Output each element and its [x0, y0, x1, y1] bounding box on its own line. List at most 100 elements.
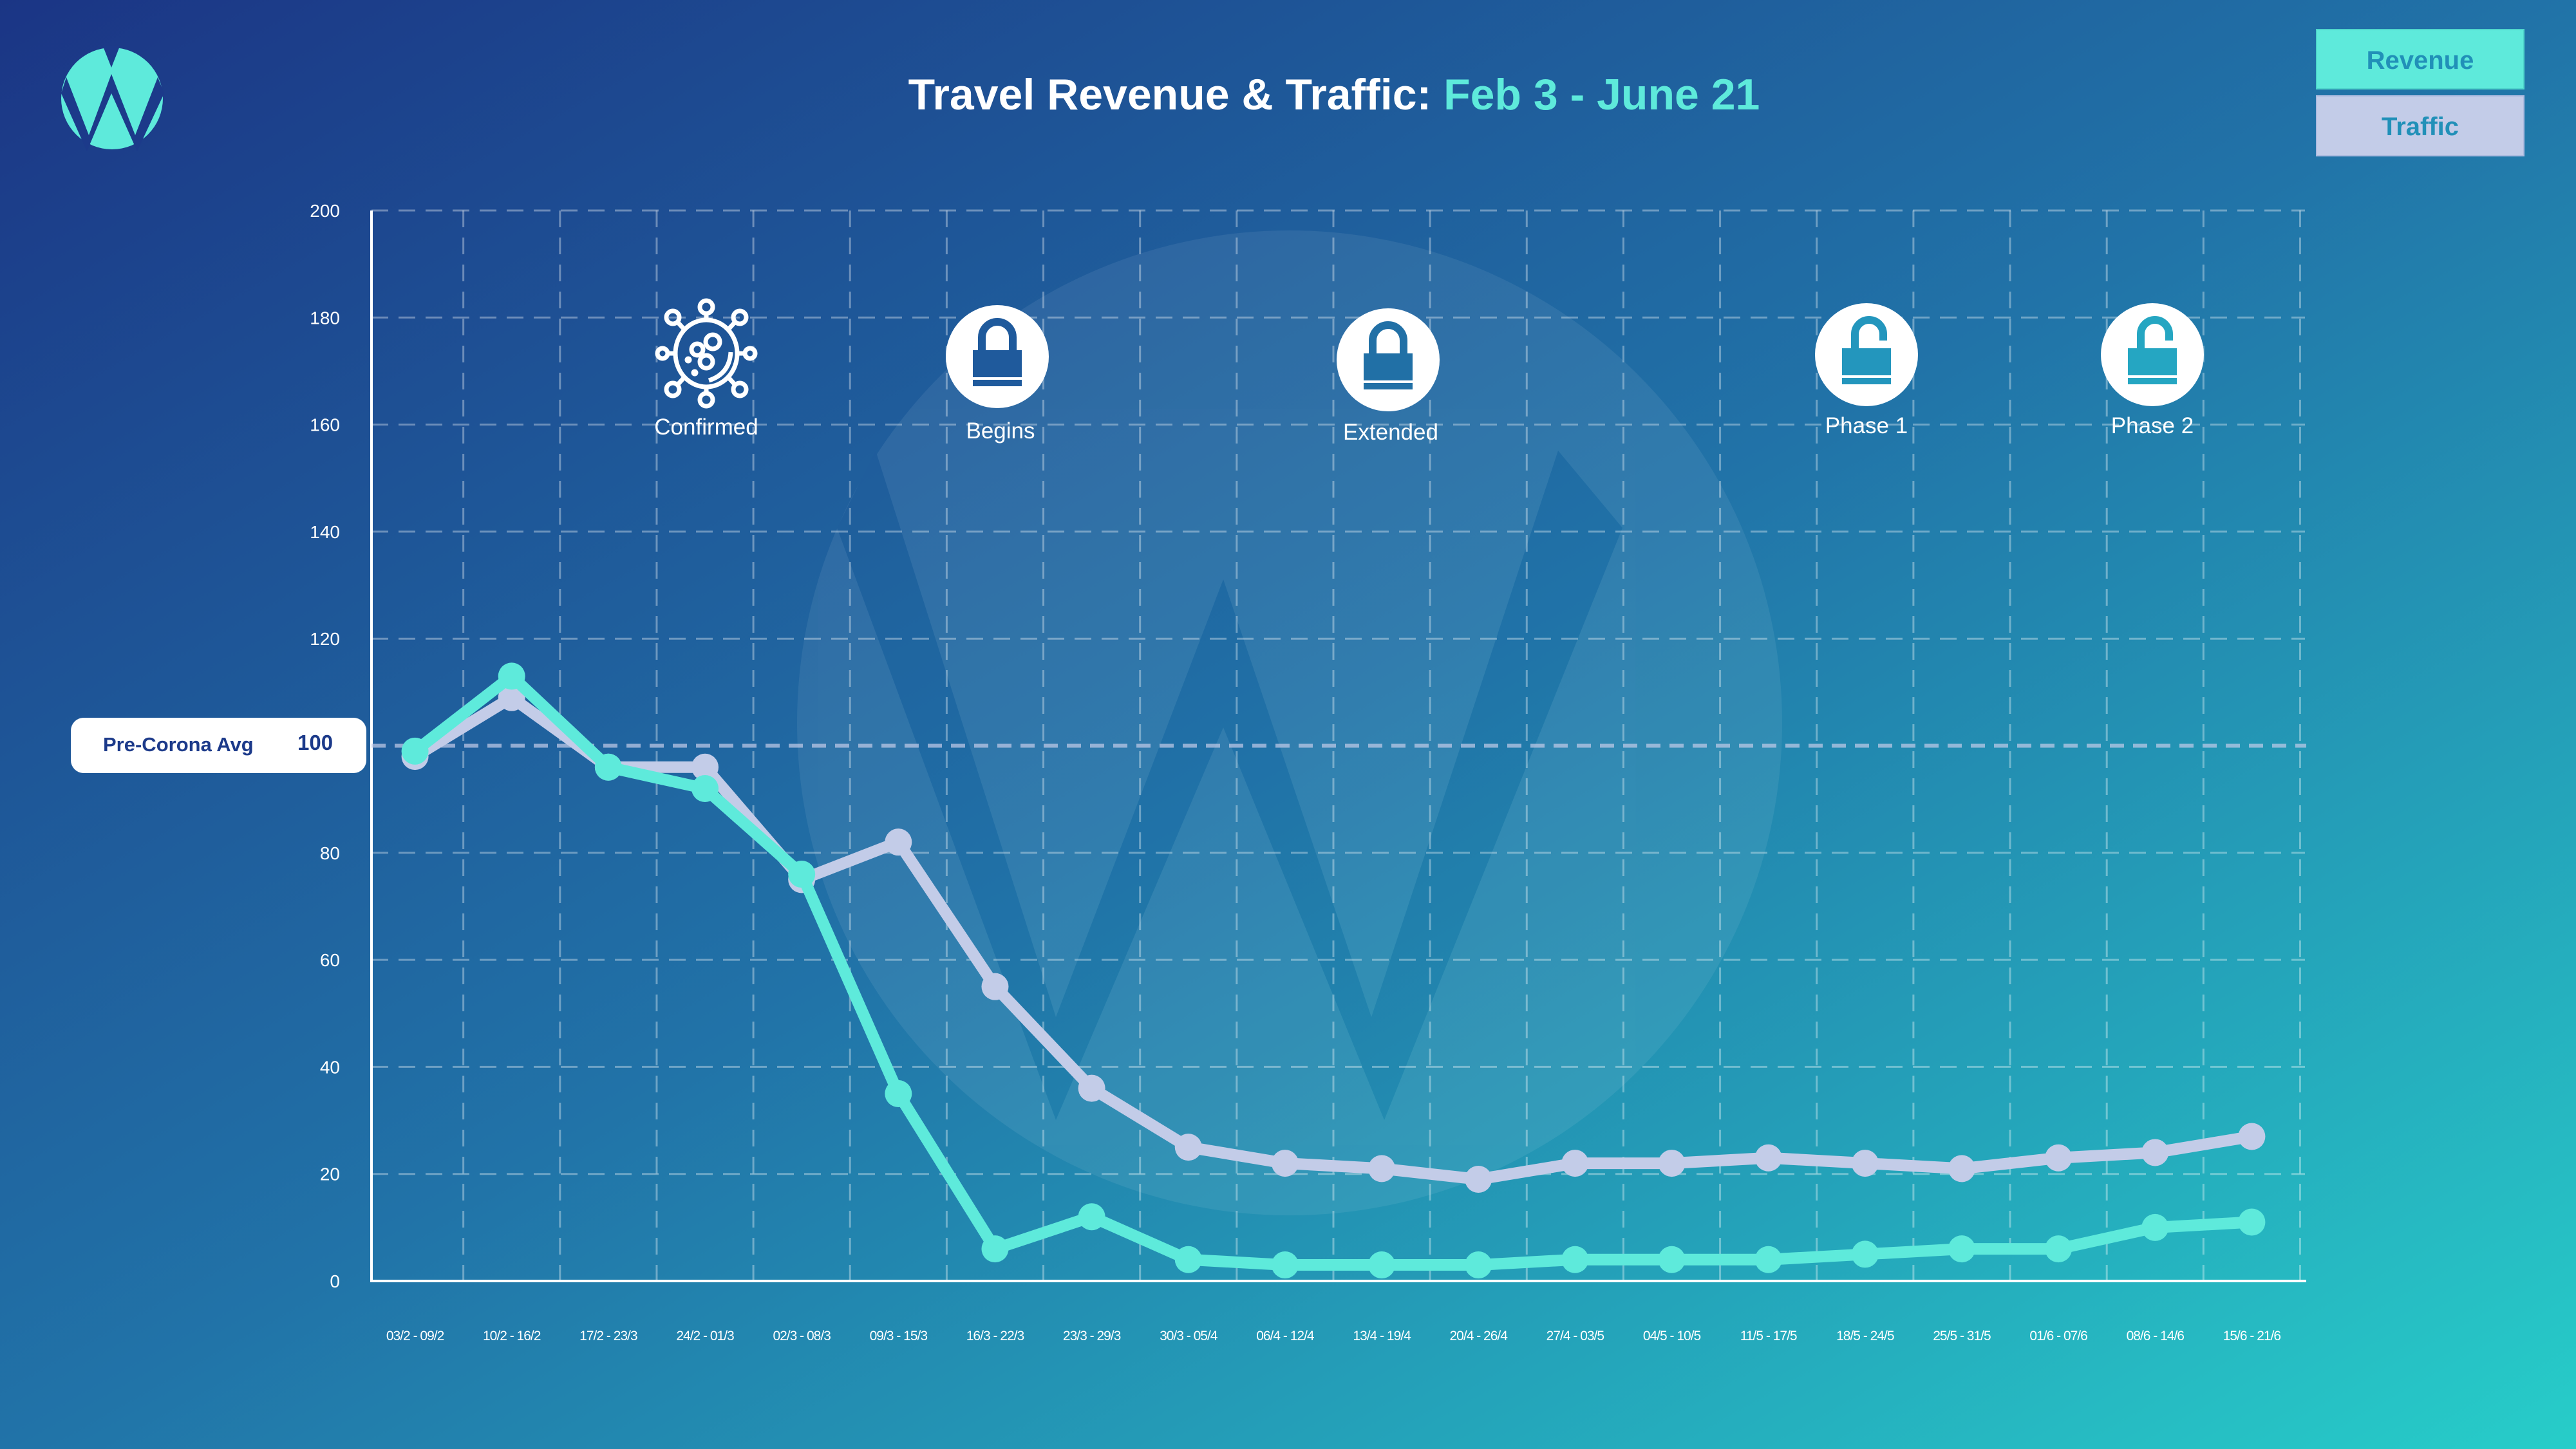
brand-logo [61, 46, 164, 151]
y-tick-label: 20 [320, 1164, 340, 1184]
data-point-revenue[interactable] [1851, 1240, 1879, 1268]
x-tick-label: 09/3 - 15/3 [870, 1329, 928, 1343]
y-tick-label: 140 [310, 522, 340, 542]
data-point-traffic[interactable] [691, 753, 719, 781]
event-label: Extended [1343, 420, 1438, 445]
event-confirmed: Confirmed [654, 298, 758, 440]
event-label: Begins [966, 418, 1035, 444]
data-point-revenue[interactable] [498, 662, 525, 690]
data-point-revenue[interactable] [691, 775, 719, 803]
data-point-traffic[interactable] [1948, 1155, 1975, 1183]
x-tick-label: 08/6 - 14/6 [2127, 1329, 2185, 1343]
data-point-traffic[interactable] [885, 828, 912, 856]
data-point-traffic[interactable] [1078, 1074, 1105, 1102]
y-tick-label: 60 [320, 950, 340, 970]
data-point-revenue[interactable] [1271, 1251, 1299, 1279]
data-point-revenue[interactable] [1078, 1203, 1105, 1231]
grid [371, 209, 2305, 1281]
data-point-traffic[interactable] [1754, 1144, 1782, 1172]
x-axis-ticks: 03/2 - 09/2 10/2 - 16/2 17/2 - 23/3 24/2 - … [386, 1329, 2282, 1343]
x-tick-label: 18/5 - 24/5 [1836, 1329, 1894, 1343]
data-point-traffic[interactable] [2238, 1123, 2266, 1150]
x-tick-label: 27/4 - 03/5 [1547, 1329, 1604, 1343]
event-label: Confirmed [654, 415, 758, 440]
data-point-traffic[interactable] [981, 973, 1009, 1000]
series-revenue [401, 662, 2266, 1279]
data-point-revenue[interactable] [1754, 1246, 1782, 1273]
series-line-revenue [411, 670, 2252, 1271]
data-point-revenue[interactable] [1368, 1251, 1396, 1279]
x-tick-label: 24/2 - 01/3 [676, 1329, 734, 1343]
event-phase-1: Phase 1 [1815, 303, 1918, 438]
x-tick-label: 04/5 - 10/5 [1643, 1329, 1701, 1343]
event-label: Phase 1 [1825, 413, 1908, 438]
x-tick-label: 15/6 - 21/6 [2223, 1329, 2281, 1343]
pre-corona-avg-label: Pre-Corona Avg [103, 733, 254, 756]
data-point-traffic[interactable] [1174, 1134, 1202, 1161]
x-tick-label: 11/5 - 17/5 [1740, 1329, 1797, 1343]
series-layer [401, 662, 2266, 1279]
x-tick-label: 20/4 - 26/4 [1450, 1329, 1509, 1343]
data-point-traffic[interactable] [1658, 1150, 1686, 1177]
event-label: Phase 2 [2111, 413, 2194, 438]
y-tick-label: 0 [330, 1271, 340, 1291]
y-axis-ticks: 0 20 40 60 80 120 140 160 180 200 [310, 201, 340, 1291]
legend-revenue-button[interactable]: Revenue [2316, 29, 2524, 89]
data-point-revenue[interactable] [885, 1080, 912, 1107]
data-point-revenue[interactable] [1174, 1246, 1202, 1273]
series-line-traffic [411, 691, 2253, 1186]
data-point-revenue[interactable] [401, 737, 429, 765]
pre-corona-avg-badge: Pre-Corona Avg 100 [71, 718, 366, 773]
event-lockdown-begins: Begins [946, 305, 1049, 444]
data-point-revenue[interactable] [1561, 1246, 1589, 1273]
virus-icon [655, 298, 758, 409]
x-tick-label: 30/3 - 05/4 [1160, 1329, 1218, 1343]
x-tick-label: 16/3 - 22/3 [966, 1329, 1024, 1343]
x-tick-label: 02/3 - 08/3 [773, 1329, 831, 1343]
data-point-revenue[interactable] [2141, 1213, 2169, 1241]
x-tick-label: 03/2 - 09/2 [386, 1329, 444, 1343]
data-point-revenue[interactable] [788, 861, 816, 888]
x-tick-label: 01/6 - 07/6 [2029, 1329, 2087, 1343]
y-tick-label: 40 [320, 1057, 340, 1077]
data-point-traffic[interactable] [1561, 1150, 1589, 1177]
legend-revenue-label: Revenue [2367, 46, 2474, 75]
data-point-traffic[interactable] [1851, 1150, 1879, 1177]
x-tick-label: 06/4 - 12/4 [1256, 1329, 1315, 1343]
unlock-icon [2101, 303, 2204, 406]
data-point-revenue[interactable] [2045, 1235, 2073, 1263]
x-tick-label: 25/5 - 31/5 [1933, 1329, 1991, 1343]
lock-icon [1337, 308, 1440, 411]
lock-icon [946, 305, 1049, 408]
data-point-revenue[interactable] [1658, 1246, 1686, 1273]
data-point-traffic[interactable] [2141, 1139, 2169, 1166]
data-point-traffic[interactable] [1271, 1150, 1299, 1177]
title-date-range: Feb 3 - June 21 [1443, 70, 1760, 119]
x-tick-label: 13/4 - 19/4 [1353, 1329, 1411, 1343]
data-point-revenue[interactable] [1465, 1251, 1492, 1279]
unlock-icon [1815, 303, 1918, 406]
watermark-logo [797, 230, 1782, 1215]
title-main: Travel Revenue & Traffic: [908, 70, 1443, 119]
y-tick-label: 200 [310, 201, 340, 221]
y-tick-label: 120 [310, 629, 340, 649]
y-tick-label: 80 [320, 843, 340, 863]
data-point-revenue[interactable] [2238, 1208, 2266, 1236]
event-phase-2: Phase 2 [2101, 303, 2204, 438]
x-tick-label: 17/2 - 23/3 [579, 1329, 637, 1343]
data-point-revenue[interactable] [594, 753, 622, 781]
data-point-revenue[interactable] [981, 1235, 1009, 1263]
data-point-traffic[interactable] [1368, 1155, 1396, 1183]
x-tick-label: 10/2 - 16/2 [483, 1329, 541, 1343]
chart-title: Travel Revenue & Traffic: Feb 3 - June 2… [908, 70, 1760, 119]
event-lockdown-extended: Extended [1337, 308, 1440, 445]
data-point-traffic[interactable] [498, 684, 525, 711]
y-tick-label: 160 [310, 415, 340, 435]
legend-traffic-button[interactable]: Traffic [2316, 95, 2524, 156]
data-point-traffic[interactable] [2045, 1144, 2073, 1172]
x-tick-label: 23/3 - 29/3 [1063, 1329, 1121, 1343]
legend-traffic-label: Traffic [2382, 113, 2459, 141]
data-point-revenue[interactable] [1948, 1235, 1975, 1263]
data-point-traffic[interactable] [1465, 1166, 1492, 1193]
